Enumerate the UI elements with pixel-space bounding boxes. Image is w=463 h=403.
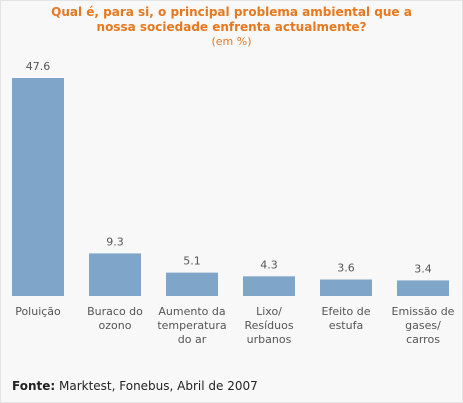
bar-5	[397, 280, 449, 296]
category-label-line: Aumento da	[158, 305, 225, 318]
category-label-2: Aumento da temperatura do ar	[157, 305, 226, 346]
category-label-line: do ar	[178, 333, 207, 346]
value-label-0: 47.6	[26, 60, 51, 73]
value-label-5: 3.4	[414, 262, 432, 275]
bar-3	[243, 276, 295, 296]
category-label-line: Buraco do	[87, 305, 143, 318]
category-label-line: Resíduos	[244, 319, 293, 332]
source-text: Marktest, Fonebus, Abril de 2007	[55, 379, 258, 393]
category-label-4: Efeito de estufa	[322, 305, 371, 332]
source-label: Fonte:	[12, 379, 56, 393]
category-label-line: gases/	[405, 319, 441, 332]
category-label-line: urbanos	[247, 333, 292, 346]
bar-0	[12, 78, 64, 296]
chart-title-line-1: Qual é, para si, o principal problema am…	[51, 5, 412, 19]
value-label-1: 9.3	[106, 235, 124, 248]
chart-subtitle: (em %)	[211, 35, 252, 48]
category-label-3: Lixo/Resíduos urbanos	[244, 305, 293, 346]
category-label-line: ozono	[99, 319, 132, 332]
value-label-2: 5.1	[183, 255, 201, 268]
category-label-line: carros	[406, 333, 440, 346]
category-label-line: Lixo/	[256, 305, 282, 318]
category-label-line: estufa	[329, 319, 363, 332]
bar-1	[89, 253, 141, 296]
bar-2	[166, 272, 218, 296]
source-note: Fonte: Marktest, Fonebus, Abril de 2007	[12, 379, 258, 393]
category-label-line: Emissão de	[392, 305, 455, 318]
chart-title-line-2: nossa sociedade enfrenta actualmente?	[96, 20, 367, 34]
bar-chart: 47.6 Poluição 9.3 Buraco do ozono 5.1 Aumento …	[12, 60, 455, 346]
bar-4	[320, 279, 372, 296]
category-label-0: Poluição	[15, 305, 61, 318]
category-label-1: Buraco do ozono	[87, 305, 143, 332]
value-label-4: 3.6	[337, 262, 355, 275]
category-label-line: Poluição	[15, 305, 61, 318]
value-label-3: 4.3	[260, 258, 278, 271]
category-label-line: Efeito de	[322, 305, 371, 318]
category-label-5: Emissão de gases/carros	[392, 305, 455, 346]
category-label-line: temperatura	[157, 319, 226, 332]
